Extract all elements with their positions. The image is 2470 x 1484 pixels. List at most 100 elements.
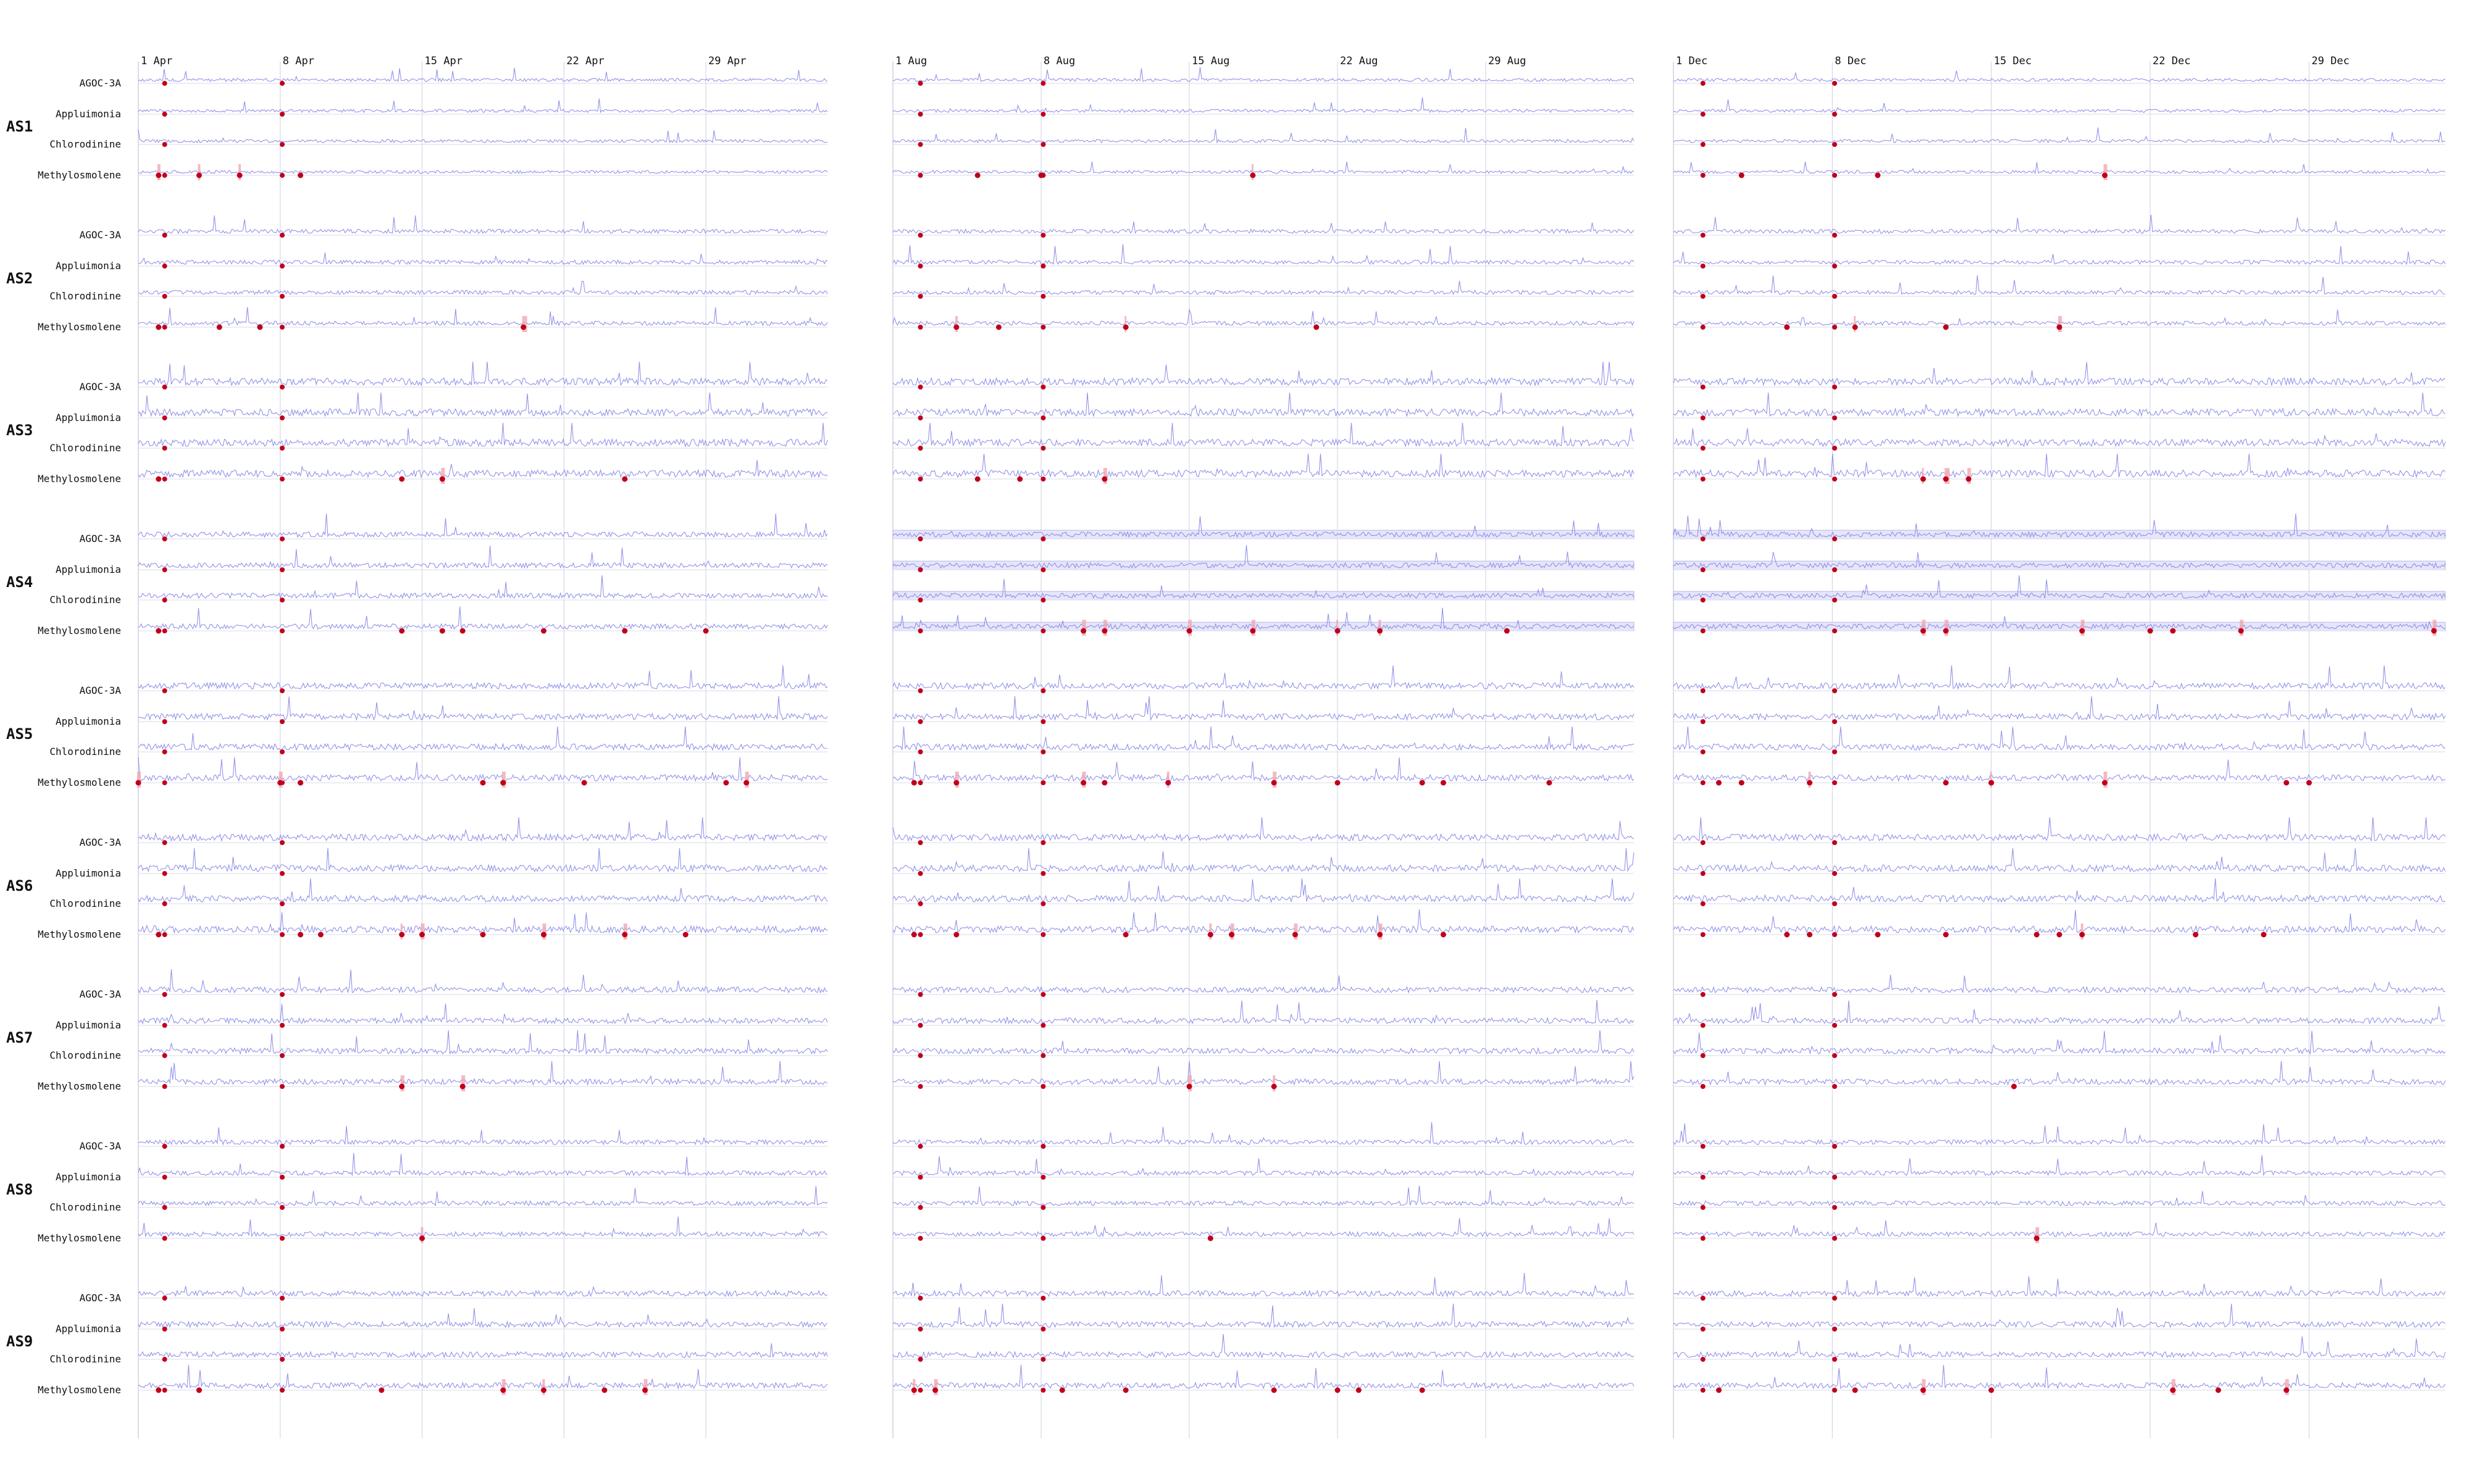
- x-tick-label: 8 Aug: [1044, 55, 1075, 67]
- reading-marker: [1700, 688, 1706, 693]
- reading-marker: [1832, 142, 1838, 147]
- anomaly-point: [399, 932, 405, 938]
- anomaly-span: [2103, 772, 2108, 788]
- reading-marker: [1700, 1327, 1706, 1332]
- anomaly-point: [2170, 628, 2176, 634]
- anomaly-point: [1165, 780, 1171, 786]
- station-block-as7: AS7 AGOC-3A Appluimonia Chlorodinine Methylo…: [6, 969, 2446, 1092]
- sensor-trace: [138, 969, 828, 994]
- reading-marker: [1700, 780, 1706, 785]
- anomaly-span: [1082, 772, 1086, 788]
- anomaly-point: [500, 780, 506, 786]
- anomaly-point: [1377, 932, 1383, 938]
- anomaly-point: [2431, 628, 2437, 634]
- anomaly-point: [1716, 1387, 1722, 1393]
- anomaly-span: [1922, 1379, 1926, 1395]
- reading-marker: [918, 932, 923, 937]
- anomaly-span: [1103, 620, 1107, 636]
- reading-marker: [280, 233, 285, 238]
- reading-marker: [162, 233, 167, 238]
- reading-marker: [1832, 840, 1838, 845]
- anomaly-span: [2432, 620, 2437, 636]
- anomaly-span: [137, 772, 141, 788]
- reading-marker: [280, 871, 285, 876]
- station-block-as2: AS2 AGOC-3A Appluimonia Chlorodinine Methylo…: [6, 214, 2446, 333]
- reading-marker: [1832, 173, 1838, 178]
- anomaly-span: [421, 923, 425, 940]
- anomaly-point: [1738, 172, 1744, 178]
- anomaly-point: [1943, 628, 1949, 634]
- reading-marker: [162, 1388, 167, 1393]
- anomaly-point: [399, 628, 405, 634]
- sensor-trace: [1673, 513, 2446, 538]
- anomaly-point: [1123, 324, 1129, 330]
- reading-marker: [1040, 840, 1046, 845]
- sensor-label: AGOC-3A: [80, 381, 122, 393]
- reading-marker: [1832, 385, 1838, 390]
- reading-marker: [918, 567, 923, 572]
- reading-marker: [162, 719, 167, 724]
- anomaly-span: [1166, 772, 1170, 788]
- anomaly-span: [2035, 1227, 2040, 1243]
- anomaly-span: [1103, 468, 1107, 484]
- reading-marker: [1700, 992, 1706, 997]
- reading-marker: [162, 1205, 167, 1210]
- reading-marker: [1700, 901, 1706, 906]
- reading-marker: [280, 992, 285, 997]
- reading-marker: [1040, 992, 1046, 997]
- reading-marker: [1700, 598, 1706, 602]
- sensor-trace: [1673, 275, 2445, 296]
- anomaly-point: [2033, 932, 2040, 938]
- reading-marker: [1040, 294, 1046, 299]
- sensor-trace: [138, 513, 828, 538]
- reading-marker: [162, 294, 167, 299]
- reading-marker: [1700, 385, 1706, 390]
- reading-marker: [1040, 1327, 1046, 1332]
- anomaly-point: [622, 628, 628, 634]
- reading-marker: [1700, 1388, 1706, 1393]
- sensor-trace: [892, 453, 1635, 478]
- anomaly-point: [2033, 1235, 2040, 1241]
- anomaly-point: [1943, 476, 1949, 482]
- anomaly-point: [1102, 476, 1108, 482]
- station-label: AS8: [6, 1181, 33, 1198]
- station-label: AS4: [6, 573, 33, 591]
- anomaly-span: [1967, 468, 1971, 484]
- sensor-label: Appluimonia: [56, 715, 121, 727]
- sensor-label: Chlorodinine: [49, 594, 121, 606]
- reading-marker: [162, 871, 167, 876]
- anomaly-point: [743, 780, 750, 786]
- anomaly-point: [953, 324, 960, 330]
- station-block-as5: AS5 AGOC-3A Appluimonia Chlorodinine Methylo…: [6, 665, 2446, 788]
- sensor-trace: [1673, 161, 2446, 175]
- x-tick-label: 22 Apr: [566, 55, 604, 67]
- sensor-trace: [1673, 392, 2446, 417]
- anomaly-point: [1875, 172, 1881, 178]
- anomaly-point: [642, 1387, 648, 1393]
- reading-marker: [1832, 871, 1838, 876]
- sensor-trace: [892, 161, 1635, 175]
- anomaly-point: [601, 1387, 608, 1393]
- reading-marker: [918, 1053, 923, 1058]
- anomaly-point: [1250, 172, 1256, 178]
- sensor-trace: [892, 909, 1635, 934]
- anomaly-point: [1292, 932, 1298, 938]
- sensor-trace: [892, 757, 1635, 782]
- reading-marker: [162, 385, 167, 390]
- x-tick-label: 1 Dec: [1676, 55, 1707, 67]
- sensor-trace: [892, 1364, 1635, 1390]
- reading-marker: [1700, 567, 1706, 572]
- reading-marker: [1040, 1053, 1046, 1058]
- reading-marker: [162, 1357, 167, 1362]
- anomaly-span: [1945, 468, 1950, 484]
- anomaly-point: [622, 932, 628, 938]
- x-tick-label: 29 Apr: [708, 55, 746, 67]
- reading-marker: [280, 294, 285, 299]
- reading-marker: [1832, 1388, 1838, 1393]
- anomaly-span: [1378, 923, 1383, 940]
- sensor-trace: [1673, 453, 2446, 479]
- reading-marker: [1040, 598, 1046, 602]
- reading-marker: [1040, 536, 1046, 541]
- reading-marker: [1040, 142, 1046, 147]
- reading-marker: [1832, 1357, 1838, 1362]
